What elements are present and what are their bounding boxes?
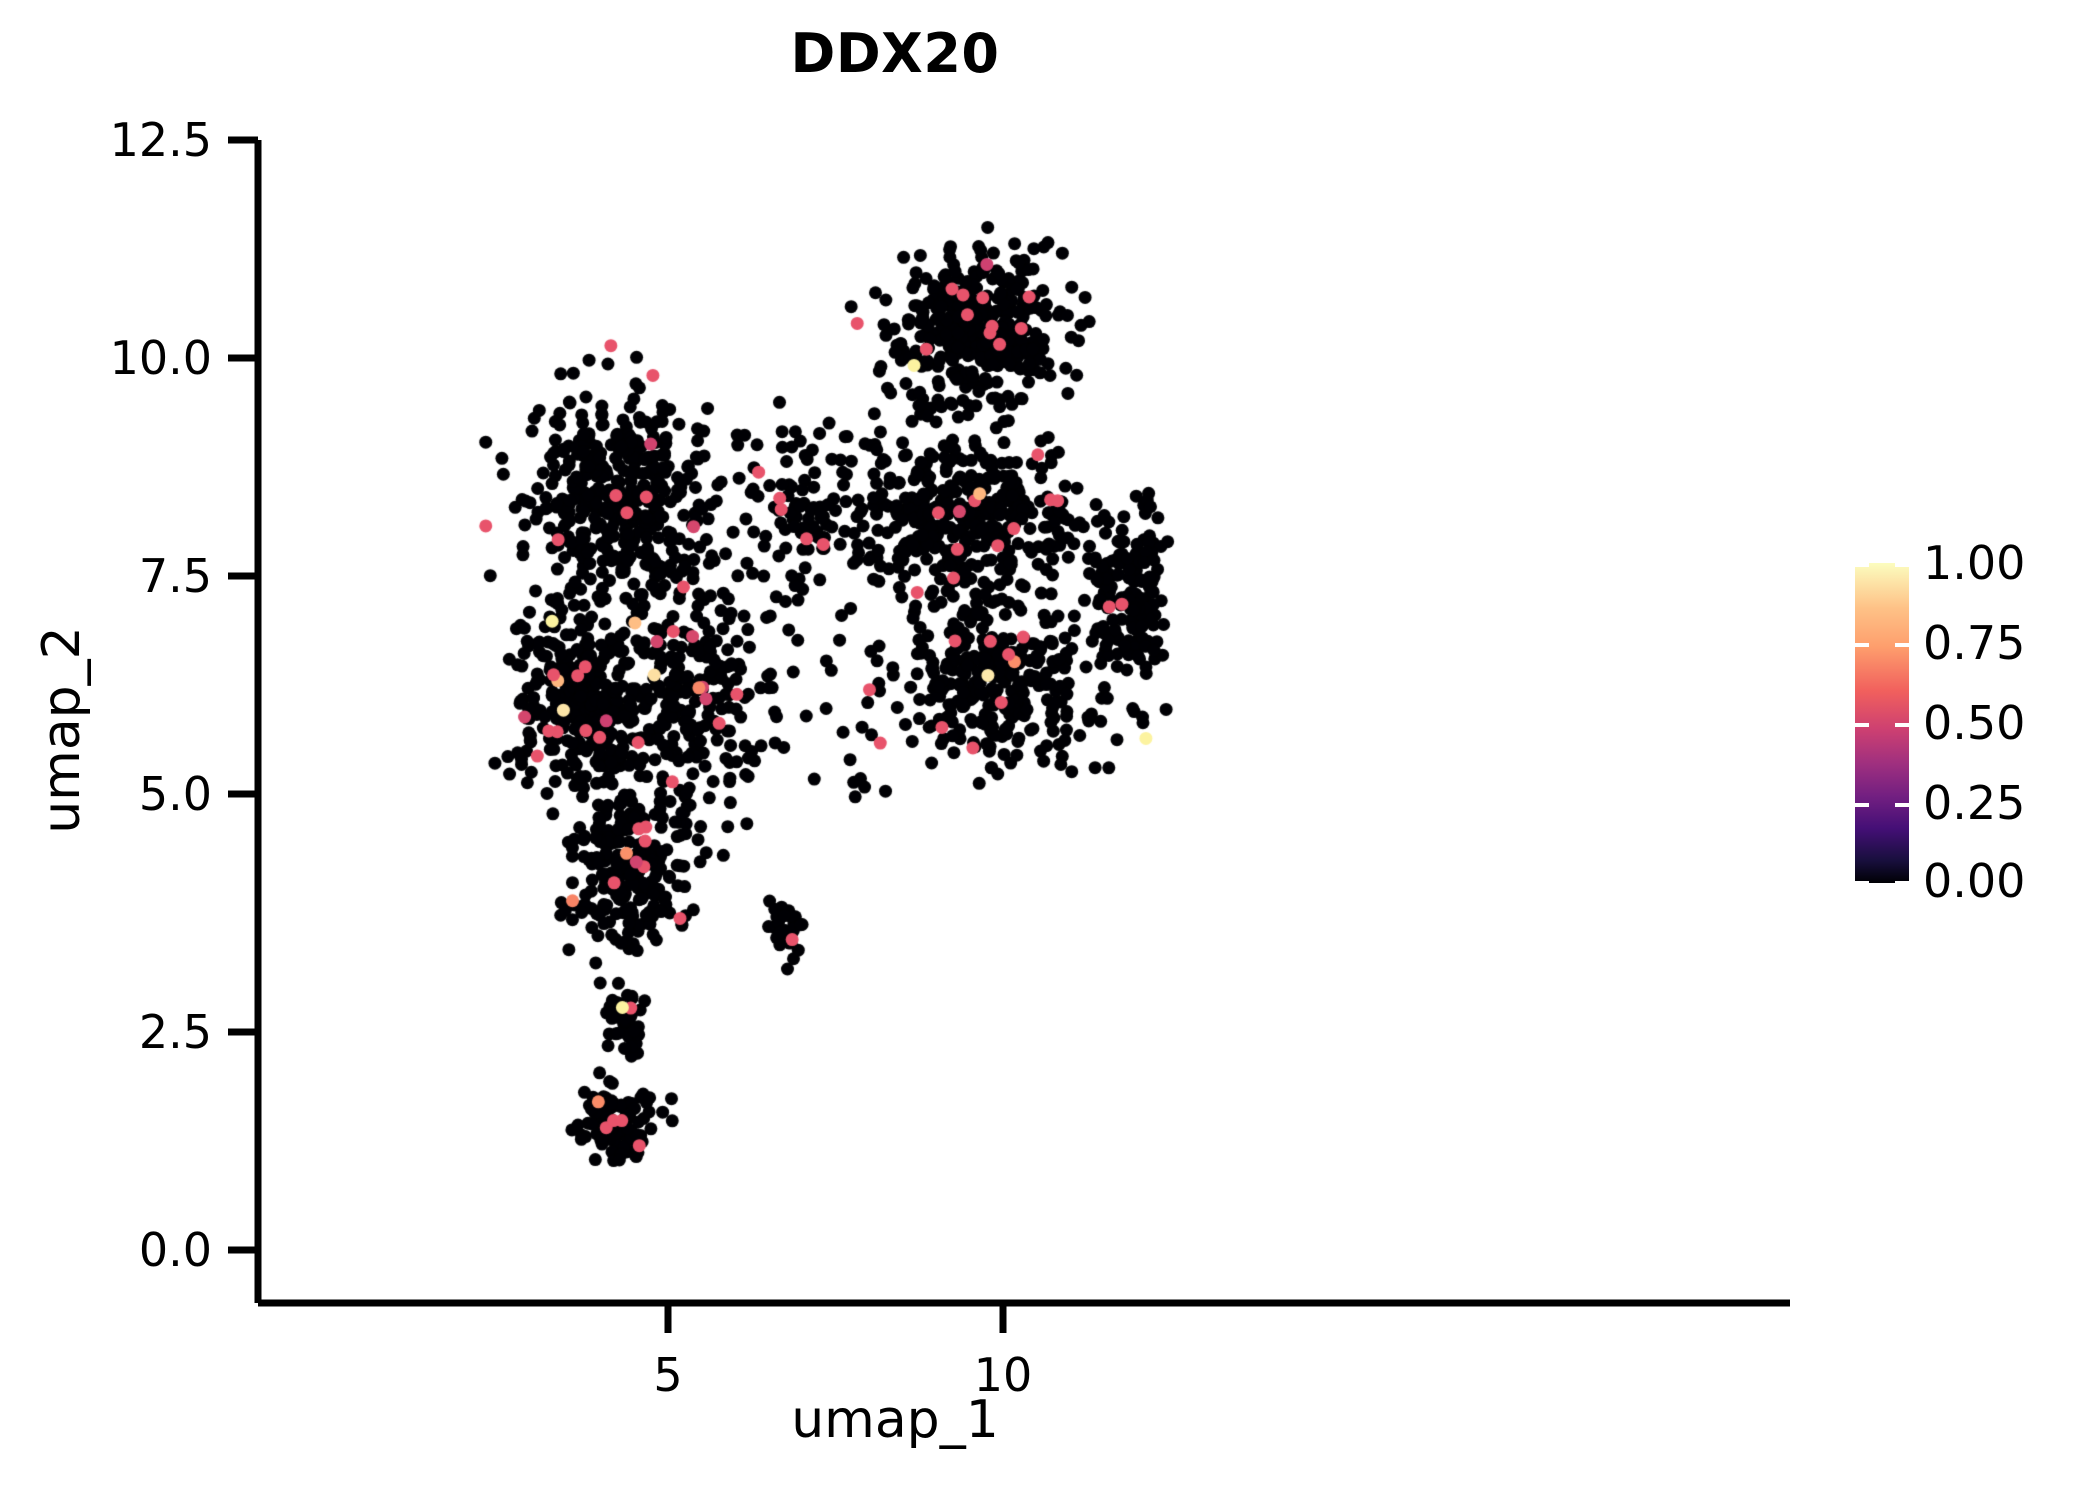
colorbar-tick-0-00-left <box>1855 881 1869 885</box>
colorbar-label-0-50: 0.50 <box>1923 696 2026 750</box>
colorbar-tick-0-25-left <box>1855 803 1869 807</box>
colorbar-tick-0-25-right <box>1895 803 1909 807</box>
colorbar-tick-0-50-left <box>1855 723 1869 727</box>
xtick-label-10: 10 <box>973 1348 1033 1402</box>
colorbar-tick-1-00-right <box>1895 563 1909 567</box>
colorbar-tick-1-00-left <box>1855 563 1869 567</box>
ytick-label-0-0: 0.0 <box>138 1223 212 1277</box>
colorbar-tick-0-50-right <box>1895 723 1909 727</box>
colorbar-tick-0-00-right <box>1895 881 1909 885</box>
colorbar[interactable]: 1.00 0.75 0.50 0.25 0.00 <box>1855 536 2025 908</box>
colorbar-label-0-25: 0.25 <box>1923 776 2026 830</box>
ytick-label-5-0: 5.0 <box>138 767 212 821</box>
y-axis-label: umap_2 <box>32 626 92 834</box>
ytick-label-10-0: 10.0 <box>109 331 212 385</box>
ytick-label-12-5: 12.5 <box>109 113 212 167</box>
colorbar-tick-0-75-left <box>1855 643 1869 647</box>
colorbar-label-0-75: 0.75 <box>1923 616 2026 670</box>
colorbar-label-0-00: 0.00 <box>1923 854 2026 908</box>
colorbar-tick-0-75-right <box>1895 643 1909 647</box>
ytick-label-2-5: 2.5 <box>138 1005 212 1059</box>
colorbar-label-1-00: 1.00 <box>1923 536 2026 590</box>
xtick-label-5: 5 <box>653 1348 683 1402</box>
ytick-label-7-5: 7.5 <box>138 549 212 603</box>
x-axis-label: umap_1 <box>791 1390 999 1450</box>
